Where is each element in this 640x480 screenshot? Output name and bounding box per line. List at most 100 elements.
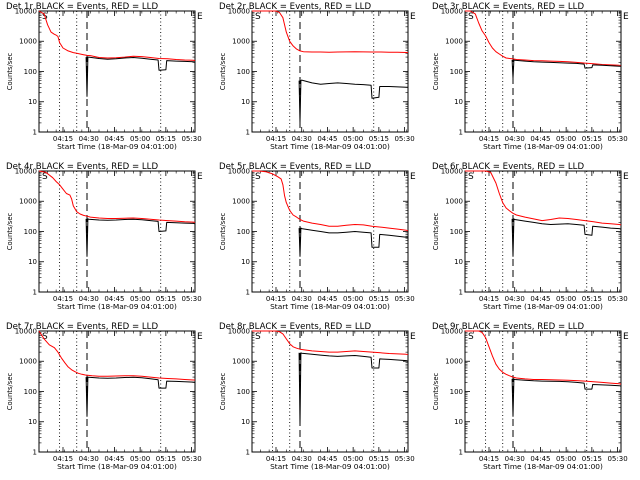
- chart-title: Det 5r BLACK = Events, RED = LLD: [219, 162, 371, 172]
- chart-panel-8: Det 8r BLACK = Events, RED = LLD 1 10 100 10…: [213, 320, 426, 480]
- y-tick-label: 10000: [441, 167, 463, 175]
- x-axis-label: Start Time (18-Mar-09 04:01:00): [57, 302, 177, 311]
- x-tick-label: 04:15: [53, 455, 73, 463]
- plot-frame: [38, 330, 196, 453]
- y-tick-label: 1: [33, 288, 37, 296]
- y-axis-label: Counts/sec: [6, 213, 14, 251]
- y-axis-label: Counts/sec: [6, 53, 14, 91]
- y-tick-label: 10: [241, 418, 250, 426]
- y-axis-label: Counts/sec: [432, 53, 440, 91]
- x-tick-label: 05:30: [181, 455, 201, 463]
- chart-panel-6: Det 6r BLACK = Events, RED = LLD 1 10 100 10…: [426, 160, 639, 320]
- chart-panel-3: Det 3r BLACK = Events, RED = LLD 1 10 100 10…: [426, 0, 639, 160]
- x-tick-label: 05:30: [181, 295, 201, 303]
- chart-svg-2: Det 2r BLACK = Events, RED = LLD 1 10 100 10…: [219, 2, 416, 151]
- x-tick-label: 05:30: [607, 455, 627, 463]
- series-line-events: [511, 59, 621, 79]
- y-tick-label: 10: [28, 98, 37, 106]
- x-axis-label: Start Time (18-Mar-09 04:01:00): [270, 302, 390, 311]
- x-axis-label: Start Time (18-Mar-09 04:01:00): [57, 142, 177, 151]
- x-tick-label: 04:30: [79, 295, 99, 303]
- chart-title: Det 9r BLACK = Events, RED = LLD: [432, 322, 584, 332]
- y-tick-label: 1000: [232, 198, 250, 206]
- y-tick-label: 100: [237, 388, 250, 396]
- x-tick-label: 05:00: [343, 455, 363, 463]
- chart-svg-4: Det 4r BLACK = Events, RED = LLD 1 10 100 10…: [6, 162, 203, 311]
- chart-svg-7: Det 7r BLACK = Events, RED = LLD 1 10 100 10…: [6, 322, 203, 471]
- y-tick-label: 1000: [19, 358, 37, 366]
- x-tick-label: 04:30: [505, 135, 525, 143]
- series-line-lld: [465, 170, 622, 226]
- x-axis-label: Start Time (18-Mar-09 04:01:00): [483, 302, 603, 311]
- chart-title: Det 1r BLACK = Events, RED = LLD: [6, 2, 158, 12]
- chart-svg-6: Det 6r BLACK = Events, RED = LLD 1 10 100 10…: [432, 162, 629, 311]
- x-tick-label: 05:15: [156, 455, 176, 463]
- x-tick-label: 04:30: [79, 455, 99, 463]
- end-marker: E: [623, 332, 629, 342]
- chart-svg-3: Det 3r BLACK = Events, RED = LLD 1 10 100 10…: [432, 2, 629, 151]
- x-tick-label: 04:30: [505, 295, 525, 303]
- y-axis-label: Counts/sec: [432, 373, 440, 411]
- chart-panel-5: Det 5r BLACK = Events, RED = LLD 1 10 100 10…: [213, 160, 426, 320]
- chart-panel-1: Det 1r BLACK = Events, RED = LLD 1 10 100 10…: [0, 0, 213, 160]
- y-tick-label: 1: [459, 448, 463, 456]
- y-tick-label: 1000: [19, 198, 37, 206]
- y-tick-label: 1000: [19, 38, 37, 46]
- end-marker: E: [623, 172, 629, 182]
- x-tick-label: 04:30: [79, 135, 99, 143]
- plot-frame: [251, 170, 409, 293]
- start-marker: S: [255, 332, 261, 342]
- x-tick-label: 05:00: [556, 455, 576, 463]
- start-marker: S: [468, 172, 474, 182]
- series-line-events: [85, 376, 196, 417]
- chart-svg-5: Det 5r BLACK = Events, RED = LLD 1 10 100 10…: [219, 162, 416, 311]
- y-tick-label: 10: [28, 418, 37, 426]
- series-line-lld: [252, 170, 409, 232]
- y-tick-label: 10000: [441, 327, 463, 335]
- x-tick-label: 05:00: [556, 295, 576, 303]
- x-tick-label: 04:45: [530, 455, 550, 463]
- x-axis-label: Start Time (18-Mar-09 04:01:00): [270, 142, 390, 151]
- y-tick-label: 1: [459, 288, 463, 296]
- y-tick-label: 1: [246, 128, 250, 136]
- y-tick-label: 10: [28, 258, 37, 266]
- x-tick-label: 04:15: [266, 455, 286, 463]
- chart-title: Det 6r BLACK = Events, RED = LLD: [432, 162, 584, 172]
- x-axis-label: Start Time (18-Mar-09 04:01:00): [57, 462, 177, 471]
- y-axis-label: Counts/sec: [219, 213, 227, 251]
- plot-frame: [464, 10, 622, 133]
- series-line-events: [511, 378, 622, 417]
- series-line-lld: [252, 10, 409, 54]
- plot-frame: [251, 10, 409, 133]
- x-tick-label: 04:30: [292, 135, 312, 143]
- x-tick-label: 05:30: [607, 295, 627, 303]
- chart-svg-9: Det 9r BLACK = Events, RED = LLD 1 10 100 10…: [432, 322, 629, 471]
- x-tick-label: 05:30: [607, 135, 627, 143]
- y-tick-label: 100: [24, 228, 37, 236]
- x-tick-label: 05:15: [156, 135, 176, 143]
- y-tick-label: 10: [454, 418, 463, 426]
- y-tick-label: 1000: [445, 198, 463, 206]
- x-axis-label: Start Time (18-Mar-09 04:01:00): [483, 142, 603, 151]
- series-line-events: [298, 352, 409, 426]
- end-marker: E: [197, 332, 203, 342]
- y-tick-label: 10000: [15, 327, 37, 335]
- chart-title: Det 7r BLACK = Events, RED = LLD: [6, 322, 158, 332]
- x-tick-label: 05:30: [394, 135, 414, 143]
- chart-svg-1: Det 1r BLACK = Events, RED = LLD 1 10 100 10…: [6, 2, 203, 151]
- end-marker: E: [197, 172, 203, 182]
- x-tick-label: 04:45: [317, 295, 337, 303]
- plot-frame: [464, 170, 622, 293]
- x-tick-label: 05:00: [343, 295, 363, 303]
- x-tick-label: 05:00: [343, 135, 363, 143]
- x-tick-label: 05:30: [181, 135, 201, 143]
- chart-title: Det 8r BLACK = Events, RED = LLD: [219, 322, 371, 332]
- x-tick-label: 04:15: [479, 135, 499, 143]
- x-tick-label: 05:30: [394, 455, 414, 463]
- x-tick-label: 04:45: [104, 135, 124, 143]
- y-tick-label: 10: [454, 98, 463, 106]
- plot-frame: [464, 330, 622, 453]
- x-tick-label: 04:15: [266, 295, 286, 303]
- y-tick-label: 10000: [441, 7, 463, 15]
